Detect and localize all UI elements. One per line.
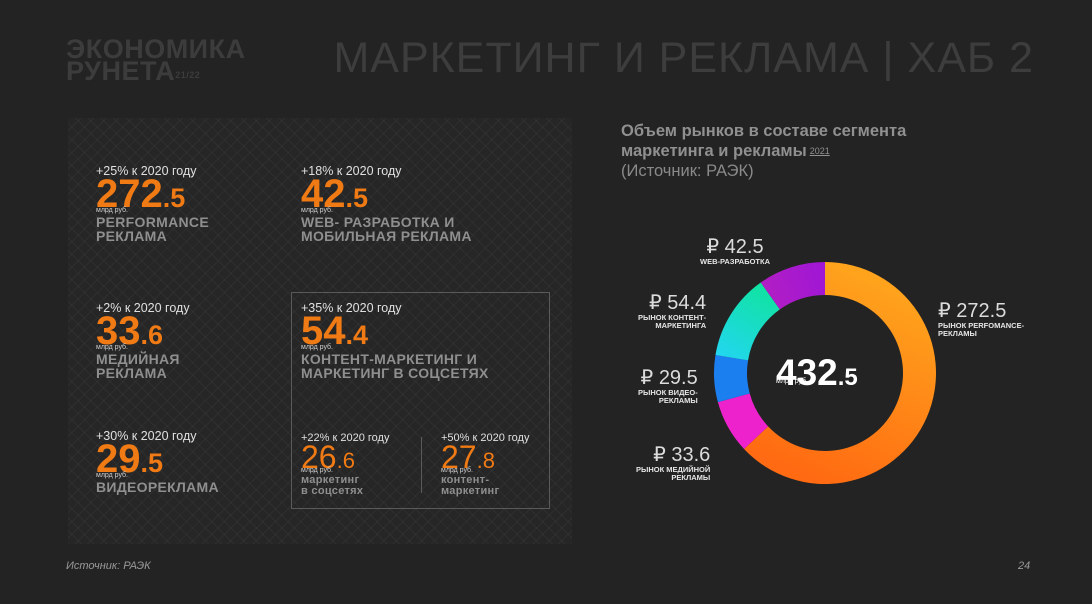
metric-unit: млрд руб.	[441, 467, 474, 474]
logo-line-2-text: РУНЕТА	[66, 56, 176, 86]
donut-slice-0	[744, 262, 936, 484]
footer-source: Источник: РАЭК	[66, 560, 151, 572]
slice-label-performance: ₽ 272.5 РЫНОК PERFOMANCE- РЕКЛАМЫ	[938, 300, 1024, 338]
slice-name: РЫНОК КОНТЕНТ- МАРКЕТИНГА	[638, 313, 707, 330]
slice-name: РЫНОК ВИДЕО- РЕКЛАМЫ	[638, 388, 698, 405]
slice-label-video: ₽ 29.5 РЫНОК ВИДЕО- РЕКЛАМЫ	[638, 367, 698, 405]
metric-social-marketing: +22% к 2020 году 26.6 млрд руб. маркетин…	[301, 432, 389, 497]
slice-label-content-marketing: ₽ 54.4 РЫНОК КОНТЕНТ- МАРКЕТИНГА	[638, 292, 706, 330]
metric-growth: +50% к 2020 году	[441, 432, 530, 444]
metric-unit: млрд руб.	[301, 207, 334, 214]
metric-unit: млрд руб.	[96, 207, 129, 214]
metrics-panel	[68, 118, 572, 544]
metric-value: 27.8	[441, 439, 495, 475]
logo-year: 21/22	[175, 70, 201, 80]
page-number: 24	[1018, 560, 1031, 572]
metric-value: 42.5	[301, 172, 369, 216]
metric-value: 54.4	[301, 309, 369, 353]
donut-slice-1	[717, 393, 769, 449]
metric-display-ads: +2% к 2020 году 33.6 млрд руб. МЕДИЙНАЯ Р…	[96, 301, 190, 380]
metric-unit: млрд руб.	[301, 344, 334, 351]
metric-unit: млрд руб.	[301, 467, 334, 474]
metric-label: МЕДИЙНАЯ РЕКЛАМА	[96, 351, 180, 381]
metric-value: 29.5	[96, 437, 164, 481]
chart-year: 2021	[809, 146, 830, 156]
chart-title: Объем рынков в составе сегмента маркетин…	[621, 122, 907, 160]
donut-center-value: 432.5	[776, 352, 858, 393]
metric-growth: +22% к 2020 году	[301, 432, 390, 444]
metric-content-marketing: +35% к 2020 году 54.4 млрд руб. КОНТЕНТ-…	[301, 301, 489, 380]
metric-label: контент-маркетинг	[441, 474, 500, 497]
slice-name: РЫНОК PERFOMANCE- РЕКЛАМЫ	[938, 321, 1025, 338]
slice-value-label: ₽ 272.5	[938, 300, 1007, 322]
metric-label: WEB- РАЗРАБОТКА И МОБИЛЬНАЯ РЕКЛАМА	[301, 214, 472, 244]
metric-label: PERFORMANCE РЕКЛАМА	[96, 214, 209, 244]
metric-unit: млрд руб.	[96, 344, 129, 351]
metric-value: 272.5	[96, 172, 186, 216]
donut-slice-2	[714, 354, 750, 403]
slice-value-label: ₽ 42.5	[706, 236, 764, 258]
donut-slice-4	[760, 262, 825, 310]
metric-web-development: +18% к 2020 году 42.5 млрд руб. WEB- РАЗ…	[301, 164, 472, 243]
donut-slice-3	[715, 282, 780, 361]
metric-value: 26.6	[301, 439, 355, 475]
slice-name: РЫНОК МЕДИЙНОЙ РЕКЛАМЫ	[636, 465, 711, 482]
slice-value-label: ₽ 29.5	[640, 367, 698, 389]
chart-source: (Источник: РАЭК)	[621, 162, 754, 180]
metric-video-ads: +30% к 2020 году 29.5 млрд руб. ВИДЕОРЕК…	[96, 429, 219, 494]
metric-growth: +2% к 2020 году	[96, 301, 190, 315]
metric-unit: млрд руб.	[96, 472, 129, 479]
logo-line-1: ЭКОНОМИКА	[66, 34, 246, 64]
slice-label-display: ₽ 33.6 РЫНОК МЕДИЙНОЙ РЕКЛАМЫ	[636, 444, 710, 482]
metric-value: 33.6	[96, 309, 164, 353]
slice-value-label: ₽ 54.4	[648, 292, 707, 314]
metric-growth: +25% к 2020 году	[96, 164, 197, 178]
metric-label: КОНТЕНТ-МАРКЕТИНГ И МАРКЕТИНГ В СОЦСЕТЯХ	[301, 351, 489, 381]
metric-performance: +25% к 2020 году 272.5 млрд руб. PERFORM…	[96, 164, 209, 243]
metric-growth: +30% к 2020 году	[96, 429, 197, 443]
metric-growth: +18% к 2020 году	[301, 164, 402, 178]
slice-label-web-development: ₽ 42.5 WEB-РАЗРАБОТКА	[700, 236, 770, 266]
page-title: МАРКЕТИНГ И РЕКЛАМА | ХАБ 2	[333, 34, 1034, 82]
logo-line-2: РУНЕТА21/22	[66, 58, 246, 85]
report-logo: ЭКОНОМИКА РУНЕТА21/22	[66, 34, 246, 85]
metric-label: ВИДЕОРЕКЛАМА	[96, 479, 219, 495]
donut-center-unit: млрд руб.	[776, 378, 809, 385]
content-marketing-highlight-box	[291, 292, 550, 509]
slice-name: WEB-РАЗРАБОТКА	[700, 257, 771, 266]
metric-growth: +35% к 2020 году	[301, 301, 402, 315]
metric-content-marketing-sub: +50% к 2020 году 27.8 млрд руб. контент-…	[441, 432, 529, 497]
highlight-divider	[421, 437, 422, 493]
metric-label: маркетинг в соцсетях	[301, 474, 364, 497]
slice-value-label: ₽ 33.6	[653, 444, 711, 466]
